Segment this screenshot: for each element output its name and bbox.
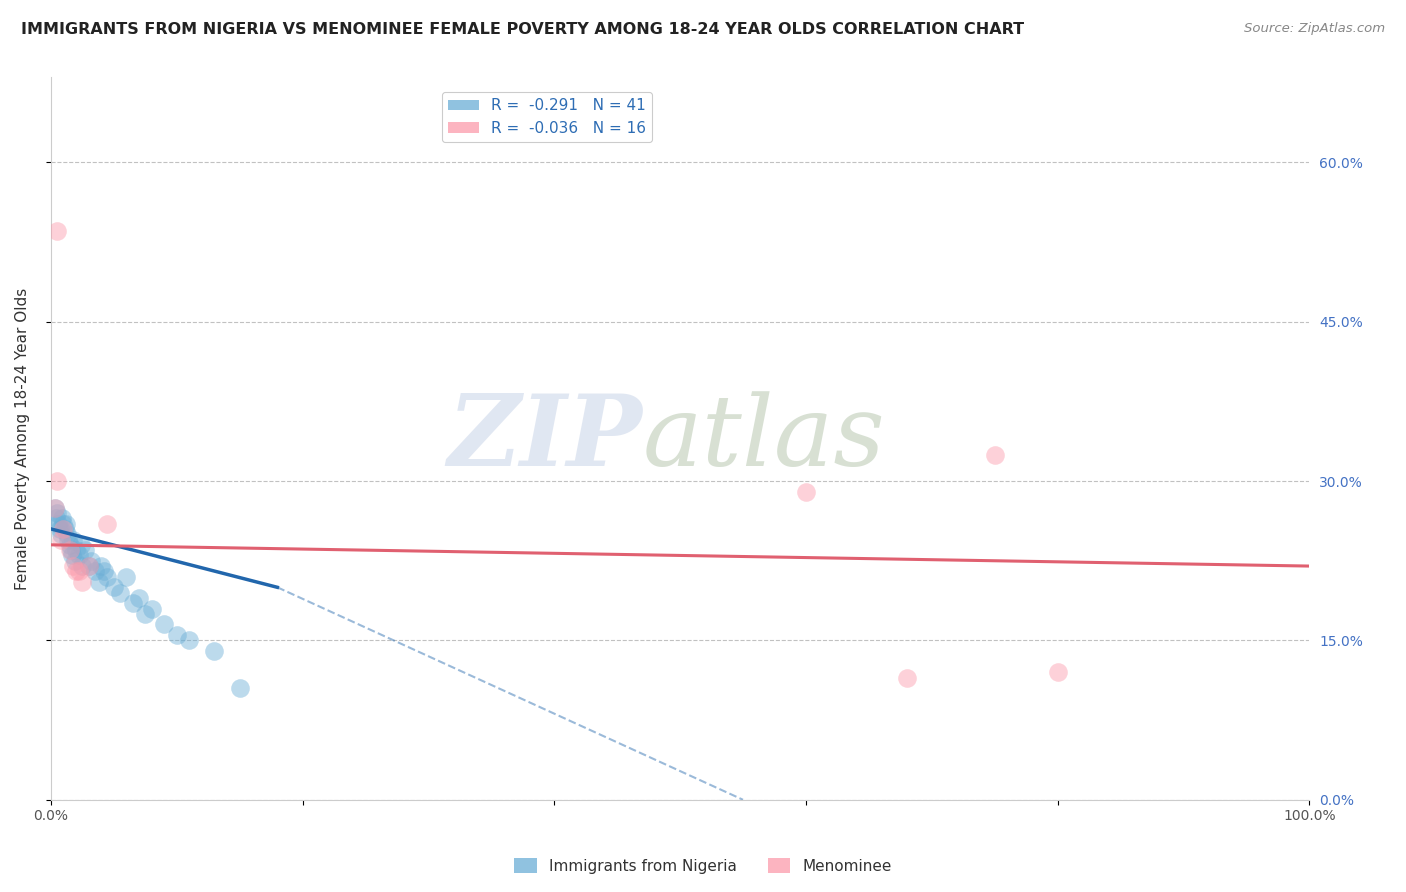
Point	[55, 516, 77, 531]
Point	[128, 591, 150, 605]
Point	[44, 500, 66, 515]
Point	[45, 511, 67, 525]
Point	[63, 554, 86, 568]
Point	[53, 522, 76, 536]
Point	[56, 527, 79, 541]
Point	[72, 559, 94, 574]
Point	[179, 633, 201, 648]
Text: Source: ZipAtlas.com: Source: ZipAtlas.com	[1244, 22, 1385, 36]
Point	[46, 474, 69, 488]
Point	[72, 574, 94, 589]
Point	[73, 543, 96, 558]
Point	[52, 516, 75, 531]
Point	[93, 565, 115, 579]
Point	[65, 565, 87, 579]
Point	[48, 522, 70, 536]
Point	[59, 538, 82, 552]
Point	[166, 628, 188, 642]
Legend: Immigrants from Nigeria, Menominee: Immigrants from Nigeria, Menominee	[508, 852, 898, 880]
Point	[77, 559, 100, 574]
Point	[1046, 665, 1069, 680]
Point	[62, 559, 84, 574]
Point	[87, 574, 110, 589]
Text: IMMIGRANTS FROM NIGERIA VS MENOMINEE FEMALE POVERTY AMONG 18-24 YEAR OLDS CORREL: IMMIGRANTS FROM NIGERIA VS MENOMINEE FEM…	[21, 22, 1024, 37]
Point	[108, 585, 131, 599]
Point	[62, 533, 84, 547]
Point	[153, 617, 176, 632]
Point	[204, 644, 226, 658]
Point	[49, 533, 72, 547]
Point	[228, 681, 250, 696]
Point	[46, 506, 69, 520]
Point	[896, 671, 918, 685]
Point	[70, 538, 93, 552]
Point	[67, 549, 90, 563]
Point	[121, 596, 143, 610]
Point	[115, 570, 138, 584]
Y-axis label: Female Poverty Among 18-24 Year Olds: Female Poverty Among 18-24 Year Olds	[15, 287, 30, 590]
Point	[141, 601, 163, 615]
Point	[983, 448, 1005, 462]
Point	[80, 554, 103, 568]
Legend: R =  -0.291   N = 41, R =  -0.036   N = 16: R = -0.291 N = 41, R = -0.036 N = 16	[443, 92, 652, 142]
Point	[794, 484, 817, 499]
Point	[58, 533, 80, 547]
Point	[65, 543, 87, 558]
Point	[67, 565, 90, 579]
Point	[46, 224, 69, 238]
Point	[59, 543, 82, 558]
Text: atlas: atlas	[643, 391, 884, 486]
Point	[96, 570, 118, 584]
Point	[60, 549, 83, 563]
Point	[44, 500, 66, 515]
Point	[49, 527, 72, 541]
Text: ZIP: ZIP	[447, 391, 643, 487]
Point	[96, 516, 118, 531]
Point	[134, 607, 156, 621]
Point	[77, 559, 100, 574]
Point	[51, 511, 73, 525]
Point	[48, 516, 70, 531]
Point	[103, 580, 125, 594]
Point	[83, 565, 105, 579]
Point	[90, 559, 112, 574]
Point	[59, 543, 82, 558]
Point	[52, 522, 75, 536]
